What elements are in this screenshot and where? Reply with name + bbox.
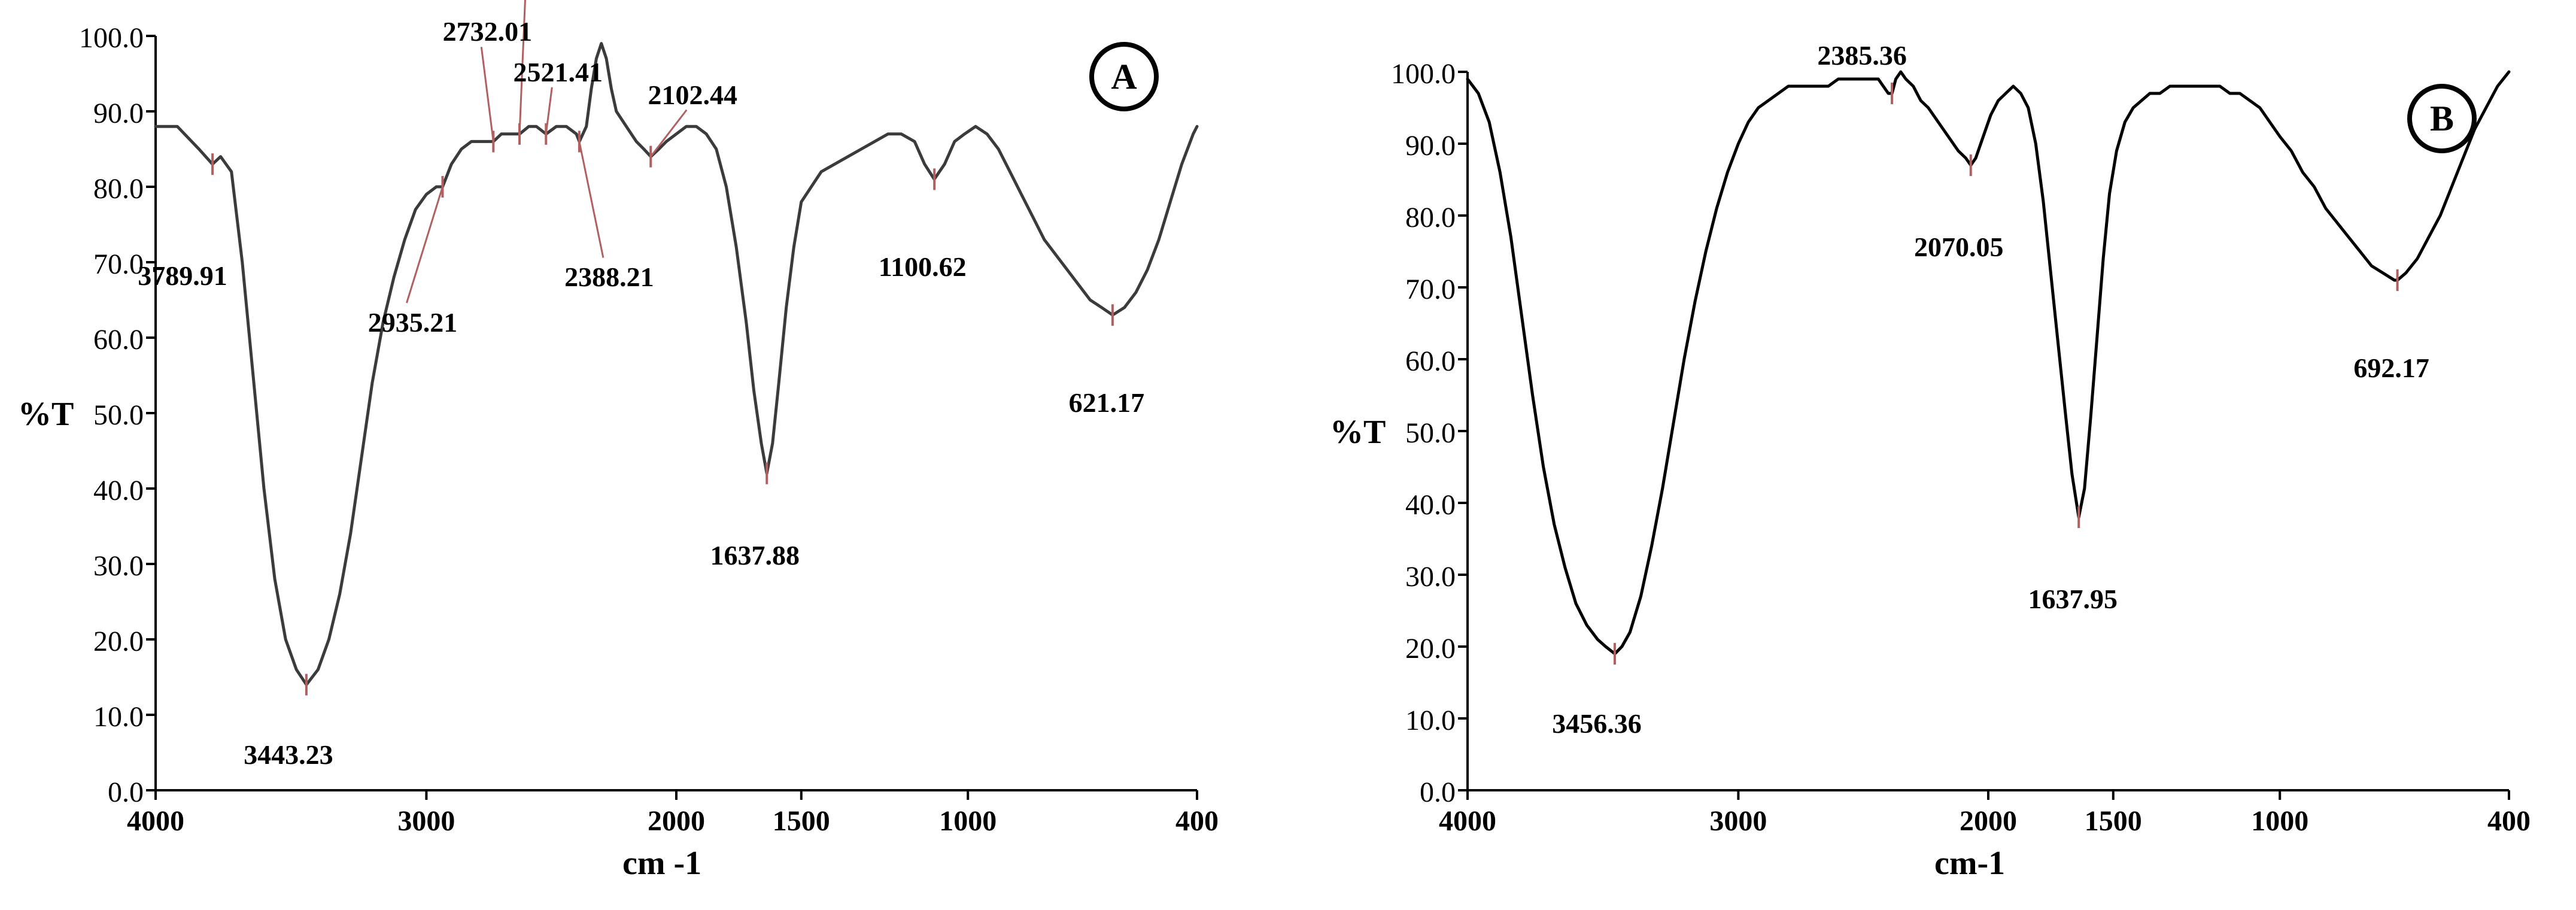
ytick-label: 50.0	[1378, 417, 1456, 450]
ytick-label: 30.0	[66, 550, 144, 583]
peak-label: 2732.01	[421, 16, 553, 47]
xtick-label: 2000	[1946, 805, 2030, 838]
panel-a-ylabel: %T	[18, 395, 74, 433]
ytick-label: 0.0	[66, 776, 144, 809]
peak-label: 2070.05	[1893, 231, 2025, 263]
peak-label: 2385.36	[1796, 40, 1928, 71]
peak-label: 2102.44	[627, 79, 758, 111]
ytick-label: 50.0	[66, 399, 144, 432]
xtick-label: 1000	[2238, 805, 2322, 838]
peak-label: 2388.21	[543, 261, 675, 293]
xtick-label: 2000	[634, 805, 718, 838]
peak-label: 692.17	[2326, 352, 2457, 384]
ytick-label: 0.0	[1378, 776, 1456, 809]
ytick-label: 60.0	[1378, 345, 1456, 378]
ytick-label: 60.0	[66, 323, 144, 356]
ytick-label: 40.0	[1378, 489, 1456, 521]
peak-label: 1637.95	[2007, 583, 2138, 615]
peak-label: 3789.91	[117, 260, 248, 292]
peak-label: 2935.21	[347, 307, 478, 338]
ytick-label: 100.0	[1378, 57, 1456, 90]
ytick-label: 70.0	[1378, 273, 1456, 306]
xtick-label: 400	[2467, 805, 2551, 838]
xtick-label: 4000	[114, 805, 198, 838]
ytick-label: 30.0	[1378, 560, 1456, 593]
xtick-label: 400	[1155, 805, 1239, 838]
peak-label: 3443.23	[223, 739, 354, 771]
panel-b-plot: 0.0 10.0 20.0 30.0 40.0 50.0 60.0 70.0 80.0 90.0 1…	[1288, 0, 2576, 910]
panel-a: A 0.010.020.030.040.050.060.070.080.090.…	[0, 0, 1288, 910]
xtick-label: 1500	[760, 805, 843, 838]
panel-b-xlabel: cm-1	[1934, 844, 2005, 882]
ytick-label: 20.0	[1378, 632, 1456, 665]
ytick-label: 20.0	[66, 625, 144, 658]
ytick-label: 80.0	[1378, 201, 1456, 234]
peak-label: 3456.36	[1531, 708, 1663, 739]
ytick-label: 100.0	[66, 22, 144, 54]
page: A 0.010.020.030.040.050.060.070.080.090.…	[0, 0, 2576, 910]
peak-label: 621.17	[1041, 387, 1172, 418]
xtick-label: 3000	[384, 805, 468, 838]
panel-b-ylabel: %T	[1330, 413, 1386, 451]
peak-label: 2521.41	[492, 56, 624, 88]
ytick-label: 10.0	[66, 700, 144, 733]
ytick-label: 10.0	[1378, 704, 1456, 737]
peak-label: 1637.88	[689, 539, 821, 571]
panel-a-plot: 0.010.020.030.040.050.060.070.080.090.01…	[0, 0, 1288, 910]
xtick-label: 3000	[1696, 805, 1780, 838]
xtick-label: 1500	[2071, 805, 2155, 838]
ytick-label: 80.0	[66, 172, 144, 205]
peak-label: 1100.62	[856, 251, 988, 283]
panel-a-xlabel: cm -1	[622, 844, 701, 882]
xtick-label: 1000	[926, 805, 1010, 838]
xtick-label: 4000	[1426, 805, 1509, 838]
ytick-label: 90.0	[66, 97, 144, 130]
ytick-label: 40.0	[66, 474, 144, 507]
ytick-label: 90.0	[1378, 129, 1456, 162]
panel-b: B 0.010.020.030.040.050.060.070.080.090.…	[1288, 0, 2576, 910]
